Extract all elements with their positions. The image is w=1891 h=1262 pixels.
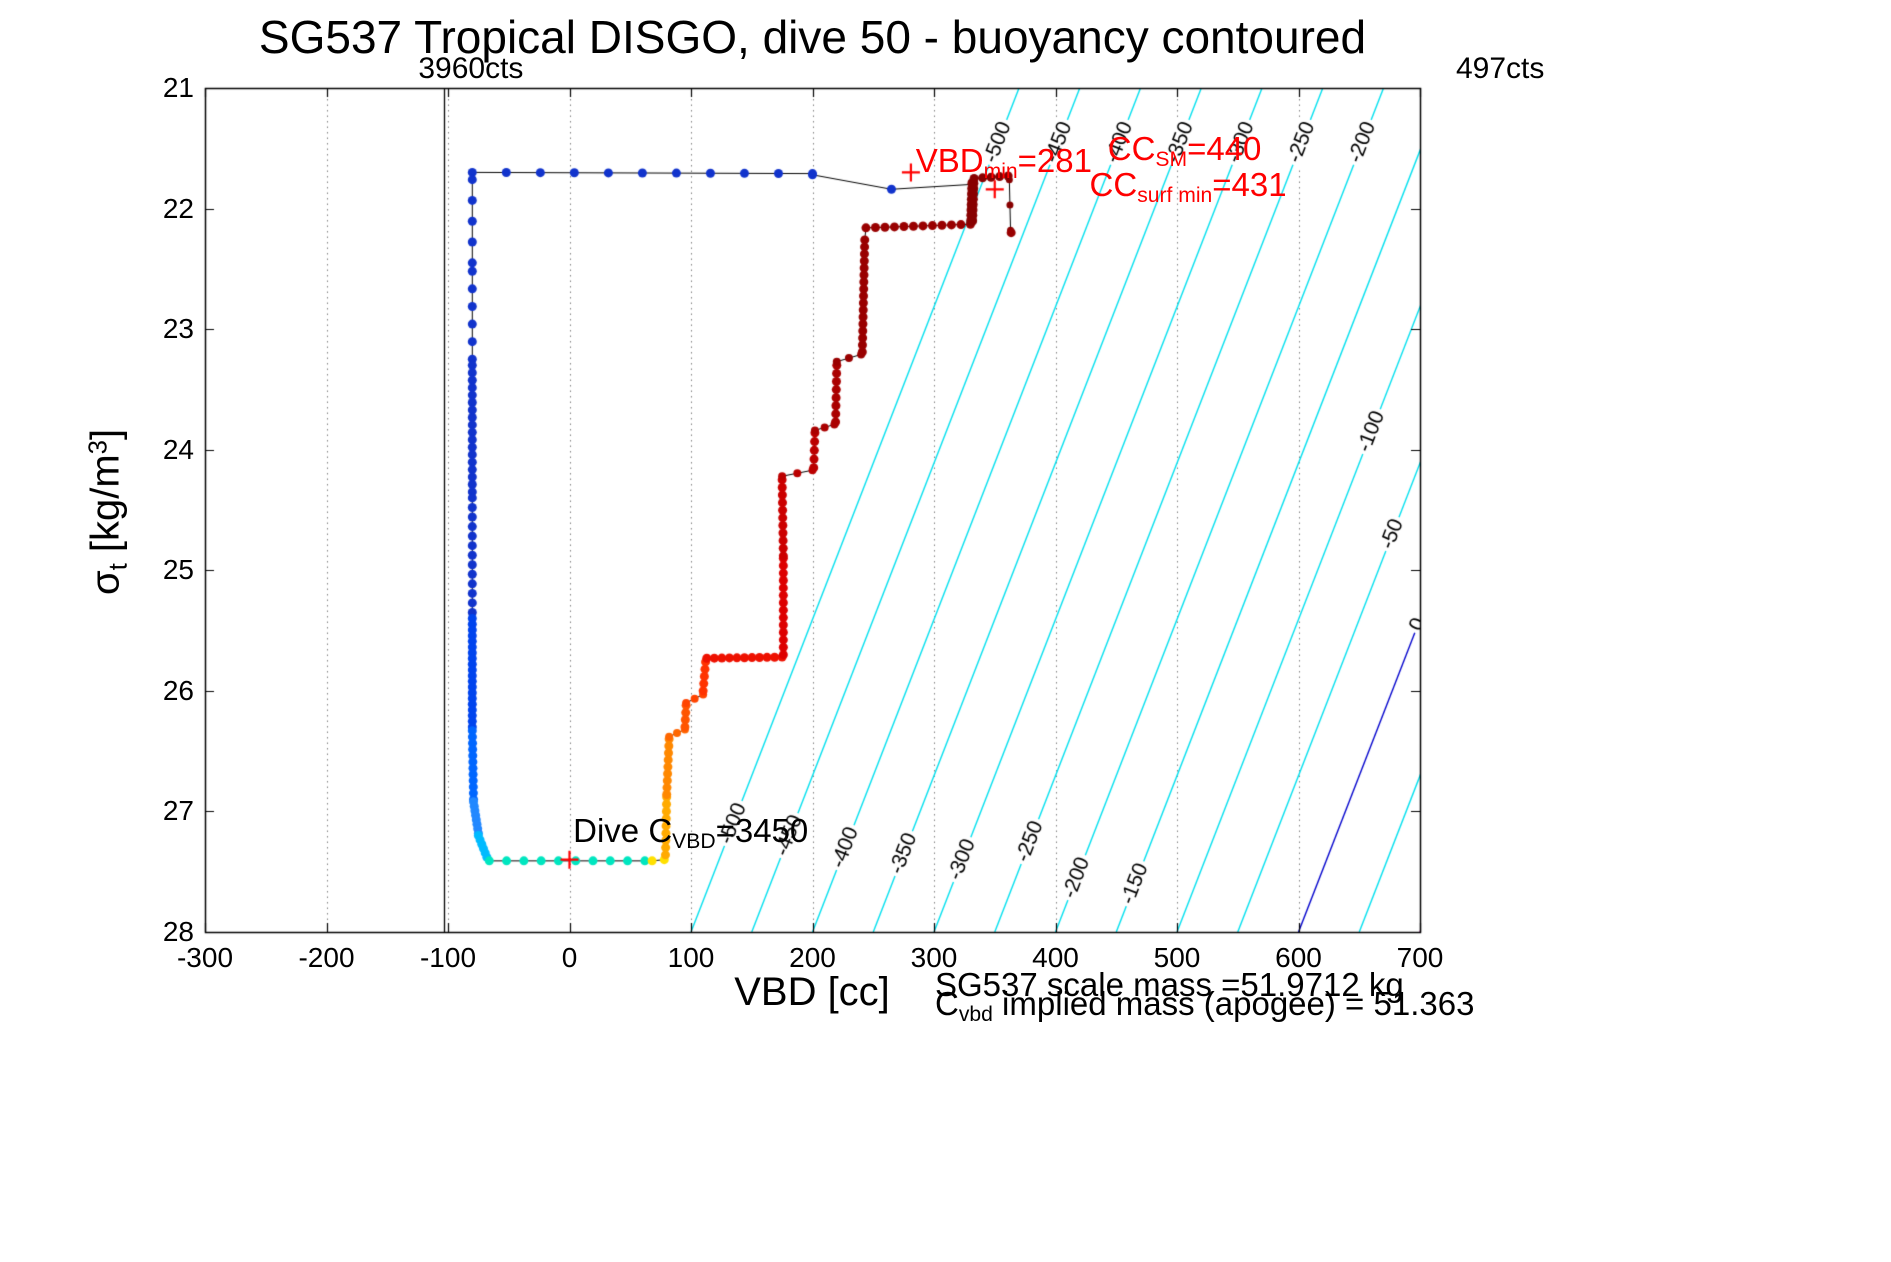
x-axis-label: VBD [cc] xyxy=(734,970,890,1014)
x-tick-label: 0 xyxy=(561,942,578,973)
text-run: Dive C xyxy=(573,812,673,850)
x-tick-label: -300 xyxy=(176,942,234,973)
y-tick-label: 24 xyxy=(162,433,194,465)
text-run: =431 xyxy=(1212,165,1287,203)
text-run: =440 xyxy=(1187,129,1262,167)
vbd-min-annotation: VBDmin=281 xyxy=(915,141,1092,184)
right-edge-counts-label: 497cts xyxy=(1456,52,1545,85)
text-run: SG537 scale mass =51.9712 kg xyxy=(935,966,1404,1003)
y-tick-label: 27 xyxy=(162,795,194,827)
dive-cvbd-annotation: Dive CVBD=3450 xyxy=(573,812,809,853)
text-run: σ xyxy=(83,570,128,596)
subscript-text: SM xyxy=(1155,148,1188,172)
text-run: ] xyxy=(83,428,128,441)
x-tick-label: -200 xyxy=(298,942,355,973)
x-tick-label: 400 xyxy=(1032,942,1079,973)
text-run: [kg/m xyxy=(83,454,128,564)
subscript-text: min xyxy=(983,160,1018,184)
text-run: =3450 xyxy=(715,812,809,850)
x-tick-label: 300 xyxy=(910,942,958,973)
subscript-text: t xyxy=(104,563,133,571)
cc-sm-annotation: CCSM=440 xyxy=(1107,129,1262,172)
cc-surf-min-annotation: CCsurf min=431 xyxy=(1089,165,1287,208)
subscript-text: surf min xyxy=(1137,184,1213,208)
superscript-text: 3 xyxy=(84,440,113,455)
text-run: CC xyxy=(1107,129,1156,167)
subscript-text: vbd xyxy=(958,1003,993,1027)
text-run: VBD xyxy=(915,141,984,179)
scale-mass-text: SG537 scale mass =51.9712 kg xyxy=(935,966,1404,1004)
y-axis-label: σt [kg/m3] xyxy=(83,428,133,596)
x-tick-label: 500 xyxy=(1153,942,1201,973)
y-tick-label: 22 xyxy=(162,192,194,224)
x-tick-label: 700 xyxy=(1396,942,1444,973)
text-run: =281 xyxy=(1017,141,1092,179)
x-tick-label: 600 xyxy=(1275,942,1322,973)
x-tick-label: 200 xyxy=(789,942,836,973)
text-run: implied mass (apogee) = 51.363 xyxy=(992,985,1475,1022)
y-tick-label: 25 xyxy=(162,554,194,586)
implied-mass-text: Cvbd implied mass (apogee) = 51.363 xyxy=(935,985,1475,1027)
subscript-text: VBD xyxy=(672,830,716,854)
x-tick-label: -100 xyxy=(419,942,477,973)
text-run: C xyxy=(935,985,959,1022)
text-run: CC xyxy=(1089,165,1138,203)
y-tick-label: 23 xyxy=(162,313,194,345)
chart-title: SG537 Tropical DISGO, dive 50 - buoyancy… xyxy=(258,11,1367,63)
y-tick-label: 21 xyxy=(162,72,194,103)
y-tick-label: 26 xyxy=(162,674,194,706)
vbd-counts-line-label: 3960cts xyxy=(418,52,524,85)
x-tick-label: 100 xyxy=(667,942,715,973)
y-tick-label: 28 xyxy=(162,916,194,947)
